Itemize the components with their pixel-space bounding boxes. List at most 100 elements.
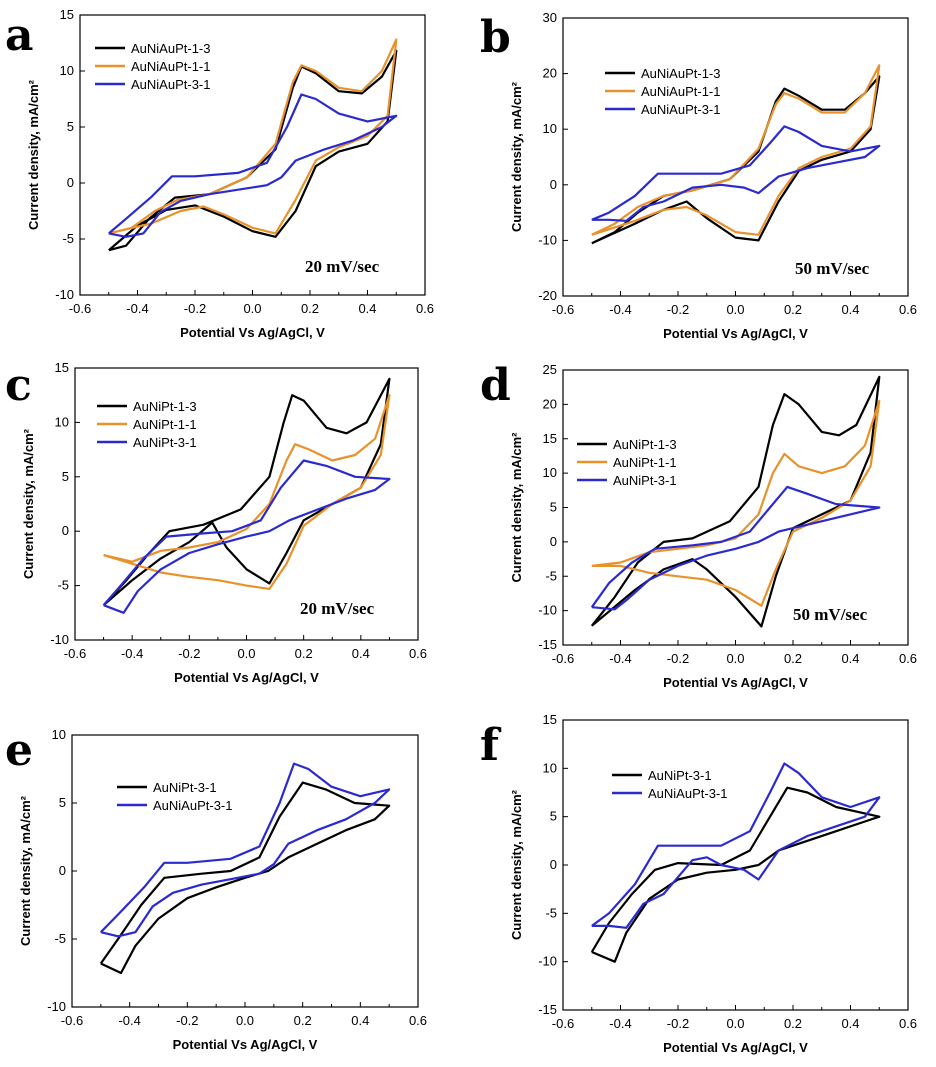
x-axis-label: Potential Vs Ag/AgCl, V bbox=[180, 325, 325, 340]
y-tick-label: 0 bbox=[550, 177, 557, 192]
y-tick-label: -5 bbox=[54, 931, 66, 946]
series-line-AuNiAuPt-3-1 bbox=[108, 93, 398, 238]
x-tick-label: -0.2 bbox=[667, 1016, 689, 1031]
y-tick-label: 20 bbox=[543, 66, 557, 81]
y-tick-label: 0 bbox=[550, 534, 557, 549]
x-tick-label: -0.6 bbox=[61, 1013, 83, 1028]
x-tick-label: 0.2 bbox=[784, 651, 802, 666]
legend-label: AuNiPt-1-1 bbox=[133, 417, 197, 432]
series-line-AuNiPt-1-1 bbox=[103, 394, 391, 590]
y-tick-label: -20 bbox=[538, 288, 557, 303]
x-tick-label: 0.4 bbox=[841, 651, 859, 666]
x-tick-label: -0.6 bbox=[64, 646, 86, 661]
y-tick-label: 10 bbox=[543, 465, 557, 480]
y-tick-label: -15 bbox=[538, 1002, 557, 1017]
x-axis-label: Potential Vs Ag/AgCl, V bbox=[663, 675, 808, 690]
x-tick-label: 0.4 bbox=[351, 1013, 369, 1028]
series-line-AuNiAuPt-3-1 bbox=[591, 125, 881, 222]
scan-rate-annotation: 20 mV/sec bbox=[300, 599, 375, 618]
y-tick-label: 5 bbox=[550, 500, 557, 515]
series-line-AuNiPt-3-1 bbox=[590, 485, 881, 611]
series-line-AuNiPt-1-1 bbox=[591, 399, 881, 607]
y-tick-label: 15 bbox=[543, 712, 557, 727]
x-tick-label: -0.2 bbox=[178, 646, 200, 661]
legend-label: AuNiPt-3-1 bbox=[613, 473, 677, 488]
x-tick-label: -0.4 bbox=[121, 646, 143, 661]
panel-b: b -0.6 -0.4 -0.2 0.0 0.2 0.4 0.6 -20 -10 0 10 20 30 Po… bbox=[480, 10, 917, 341]
x-tick-label: -0.4 bbox=[118, 1013, 140, 1028]
legend-label: AuNiAuPt-1-3 bbox=[131, 41, 210, 56]
y-tick-label: 10 bbox=[60, 63, 74, 78]
legend-label: AuNiAuPt-1-3 bbox=[641, 66, 720, 81]
legend-label: AuNiPt-1-3 bbox=[133, 399, 197, 414]
x-tick-label: 0.4 bbox=[358, 301, 376, 316]
plot-frame bbox=[79, 14, 426, 296]
x-tick-label: -0.6 bbox=[552, 302, 574, 317]
y-tick-label: 20 bbox=[543, 396, 557, 411]
panel-f: f -0.6 -0.4 -0.2 0.0 0.2 0.4 0.6 -15 -10 -5 0 5 10 15 P… bbox=[480, 712, 917, 1055]
x-tick-label: 0.0 bbox=[243, 301, 261, 316]
scan-rate-annotation: 20 mV/sec bbox=[305, 257, 380, 276]
panel-letter: a bbox=[5, 10, 34, 61]
x-tick-label: -0.6 bbox=[552, 651, 574, 666]
x-tick-label: 0.0 bbox=[726, 1016, 744, 1031]
y-tick-label: 0 bbox=[550, 857, 557, 872]
legend-label: AuNiPt-3-1 bbox=[133, 435, 197, 450]
y-tick-label: -10 bbox=[47, 999, 66, 1014]
x-tick-label: 0.0 bbox=[237, 646, 255, 661]
series-line-AuNiPt-1-3 bbox=[102, 377, 391, 607]
panel-letter: f bbox=[480, 720, 502, 771]
y-tick-label: 5 bbox=[62, 469, 69, 484]
panel-e: e -0.6 -0.4 -0.2 0.0 0.2 0.4 0.6 -10 -5 0 5 10 Potent… bbox=[5, 725, 427, 1052]
y-tick-label: 5 bbox=[67, 119, 74, 134]
panel-d: d -0.6 -0.4 -0.2 0.0 0.2 0.4 0.6 -15 -10 -5 0 5 10 15 2… bbox=[480, 360, 917, 690]
x-tick-label: 0.6 bbox=[416, 301, 434, 316]
panel-letter: d bbox=[480, 360, 511, 411]
y-tick-label: -5 bbox=[545, 568, 557, 583]
x-tick-label: 0.0 bbox=[236, 1013, 254, 1028]
panel-letter: e bbox=[5, 725, 33, 776]
panel-c: c -0.6 -0.4 -0.2 0.0 0.2 0.4 0.6 -10 -5 0 5 10 15 Pote… bbox=[5, 360, 427, 685]
y-tick-label: -10 bbox=[50, 632, 69, 647]
y-tick-label: 0 bbox=[62, 523, 69, 538]
x-axis-label: Potential Vs Ag/AgCl, V bbox=[174, 670, 319, 685]
series-line-AuNiAuPt-3-1 bbox=[591, 762, 881, 929]
y-tick-label: 10 bbox=[543, 121, 557, 136]
x-axis-label: Potential Vs Ag/AgCl, V bbox=[663, 326, 808, 341]
legend-label: AuNiAuPt-3-1 bbox=[641, 102, 720, 117]
y-tick-label: -5 bbox=[57, 578, 69, 593]
y-axis-label: Current density, mA/cm² bbox=[26, 79, 41, 230]
y-tick-label: 15 bbox=[55, 360, 69, 375]
series-line-AuNiPt-3-1 bbox=[99, 781, 391, 975]
x-tick-label: -0.4 bbox=[609, 302, 631, 317]
y-axis-label: Current density, mA/cm² bbox=[18, 795, 33, 946]
x-tick-label: 0.4 bbox=[841, 302, 859, 317]
x-tick-label: 0.2 bbox=[295, 646, 313, 661]
y-tick-label: 15 bbox=[60, 7, 74, 22]
legend-label: AuNiPt-1-1 bbox=[613, 455, 677, 470]
plot-frame bbox=[562, 369, 909, 646]
x-tick-label: 0.6 bbox=[409, 1013, 427, 1028]
legend-label: AuNiPt-3-1 bbox=[153, 780, 217, 795]
series-line-AuNiPt-3-1 bbox=[590, 786, 881, 963]
y-tick-label: 10 bbox=[55, 414, 69, 429]
plot-frame bbox=[562, 17, 909, 297]
panel-letter: b bbox=[480, 12, 511, 63]
x-tick-label: 0.4 bbox=[841, 1016, 859, 1031]
y-tick-label: 10 bbox=[52, 727, 66, 742]
x-tick-label: -0.2 bbox=[667, 302, 689, 317]
x-tick-label: -0.4 bbox=[609, 1016, 631, 1031]
y-tick-label: -10 bbox=[538, 603, 557, 618]
y-tick-label: 5 bbox=[550, 809, 557, 824]
x-tick-label: 0.6 bbox=[409, 646, 427, 661]
legend-label: AuNiPt-1-3 bbox=[613, 437, 677, 452]
x-tick-label: -0.6 bbox=[552, 1016, 574, 1031]
x-tick-label: 0.2 bbox=[784, 302, 802, 317]
y-tick-label: 0 bbox=[67, 175, 74, 190]
x-tick-label: 0.6 bbox=[899, 1016, 917, 1031]
y-tick-label: 10 bbox=[543, 760, 557, 775]
legend-label: AuNiAuPt-3-1 bbox=[648, 786, 727, 801]
x-tick-label: 0.2 bbox=[294, 1013, 312, 1028]
plot-frame bbox=[562, 719, 909, 1011]
